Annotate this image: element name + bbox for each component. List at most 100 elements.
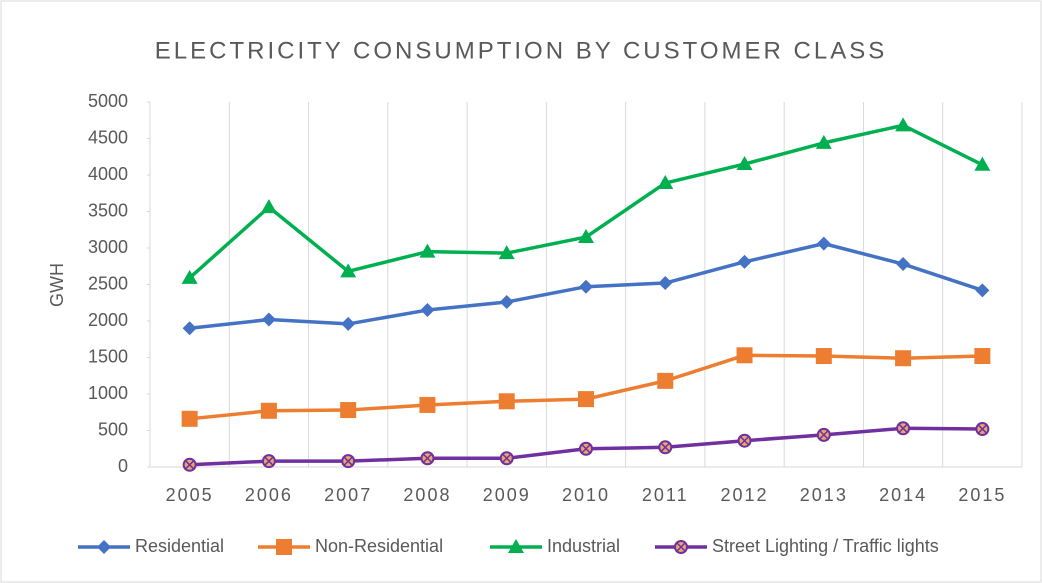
marker (815, 134, 832, 149)
marker-x (185, 460, 195, 470)
marker (498, 393, 515, 410)
x-tick-label: 2014 (879, 485, 927, 505)
marker-shape (657, 372, 674, 389)
marker-x (581, 444, 591, 454)
marker (737, 254, 752, 269)
legend-label: Industrial (547, 536, 620, 556)
marker (657, 372, 674, 389)
marker-shape (341, 316, 356, 331)
marker (657, 175, 674, 190)
marker (578, 391, 594, 408)
y-tick-label: 500 (98, 419, 128, 439)
marker (974, 348, 991, 365)
marker (260, 199, 277, 214)
marker-x (740, 436, 750, 446)
marker (499, 295, 514, 310)
marker (260, 402, 277, 419)
y-tick-label: 2000 (88, 310, 128, 330)
marker (974, 156, 991, 171)
y-tick-label: 1000 (88, 383, 128, 403)
marker-x (898, 423, 908, 433)
marker (181, 269, 198, 284)
legend-label: Residential (135, 536, 224, 556)
marker-shape (895, 117, 912, 132)
marker (341, 454, 356, 469)
marker-shape (419, 396, 436, 413)
marker-shape (658, 276, 673, 291)
marker-shape (816, 236, 831, 251)
marker-shape (260, 199, 277, 214)
marker-shape (498, 245, 515, 260)
chart-title: ELECTRICITY CONSUMPTION BY CUSTOMER CLAS… (155, 37, 887, 64)
y-tick-label: 4000 (88, 164, 128, 184)
marker-shape (974, 156, 991, 171)
marker (340, 263, 357, 278)
marker-shape (737, 254, 752, 269)
marker-shape (974, 348, 991, 365)
marker (737, 433, 752, 448)
marker (276, 539, 292, 555)
marker (419, 243, 436, 258)
marker-x (343, 456, 353, 466)
x-tick-label: 2008 (403, 485, 451, 505)
x-tick-label: 2007 (324, 485, 372, 505)
marker-shape (340, 402, 357, 419)
marker-shape (419, 243, 436, 258)
x-tick-label: 2006 (245, 485, 293, 505)
y-tick-label: 4500 (88, 127, 128, 147)
marker (182, 321, 197, 336)
marker (816, 427, 831, 442)
marker-shape (181, 269, 198, 284)
legend-label: Non-Residential (315, 536, 443, 556)
marker-x (660, 442, 670, 452)
marker-shape (578, 229, 594, 244)
marker-shape (181, 410, 198, 427)
marker-shape (736, 156, 753, 171)
marker (895, 350, 912, 367)
legend-label: Street Lighting / Traffic lights (712, 536, 939, 556)
marker-shape (895, 350, 912, 367)
marker-shape (508, 539, 524, 553)
marker-x (502, 453, 512, 463)
x-tick-label: 2011 (642, 485, 689, 505)
marker (341, 316, 356, 331)
y-axis-label: GWH (47, 263, 67, 307)
marker (896, 257, 911, 272)
marker (579, 441, 593, 456)
marker (420, 303, 435, 318)
marker-shape (815, 348, 832, 365)
marker (499, 451, 514, 466)
marker-shape (260, 402, 277, 419)
marker-shape (578, 391, 594, 408)
y-tick-label: 1500 (88, 346, 128, 366)
marker (578, 229, 594, 244)
marker (261, 312, 276, 327)
marker (658, 276, 673, 291)
marker-shape (736, 347, 753, 364)
marker (736, 156, 753, 171)
y-tick-label: 3000 (88, 237, 128, 257)
marker-shape (261, 312, 276, 327)
x-tick-label: 2015 (958, 485, 1006, 505)
y-tick-label: 0 (118, 456, 128, 476)
marker (420, 451, 435, 466)
x-tick-label: 2009 (483, 485, 531, 505)
marker (181, 410, 198, 427)
x-tick-label: 2013 (800, 485, 848, 505)
marker (419, 396, 436, 413)
marker (340, 402, 357, 419)
x-tick-label: 2012 (721, 485, 769, 505)
marker-x (676, 542, 686, 552)
marker (508, 539, 524, 553)
marker (658, 440, 673, 455)
marker-x (422, 453, 432, 463)
marker-shape (97, 540, 111, 554)
marker-x (819, 430, 829, 440)
marker (498, 245, 515, 260)
y-tick-label: 5000 (88, 91, 128, 111)
marker (896, 421, 911, 436)
marker-shape (499, 295, 514, 310)
marker-shape (815, 134, 832, 149)
marker-shape (498, 393, 515, 410)
